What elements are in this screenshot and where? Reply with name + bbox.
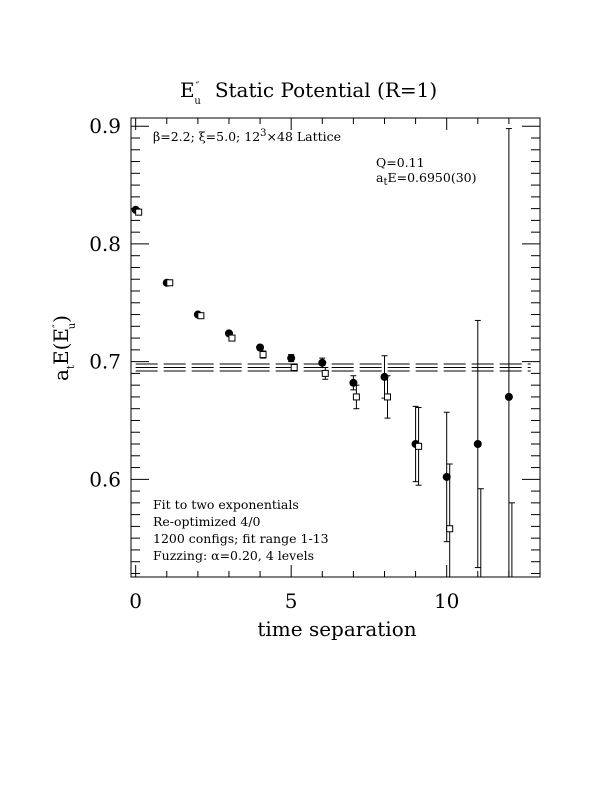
y-tick-label: 0.6 bbox=[89, 467, 121, 491]
open-square-marker bbox=[166, 279, 174, 287]
x-tick-label: 10 bbox=[434, 589, 459, 613]
fit-q-note: Q=0.11 bbox=[376, 155, 425, 170]
x-tick-label: 5 bbox=[285, 589, 298, 613]
method-note-2: Re-optimized 4/0 bbox=[153, 514, 261, 529]
fit-band bbox=[135, 363, 531, 372]
open-point bbox=[321, 367, 329, 380]
open-point bbox=[477, 488, 484, 577]
open-square-marker bbox=[228, 334, 236, 342]
filled-point bbox=[442, 411, 451, 543]
filled-circle-marker bbox=[504, 392, 513, 401]
y-tick-label: 0.7 bbox=[89, 350, 121, 374]
filled-circle-marker bbox=[380, 372, 389, 381]
open-point bbox=[383, 375, 391, 419]
lattice-note: β=2.2; ξ=5.0; 123×48 Lattice bbox=[153, 128, 341, 144]
filled-circle-marker bbox=[256, 343, 265, 352]
y-tick-label: 0.8 bbox=[89, 232, 121, 256]
y-tick-label: 0.9 bbox=[89, 114, 121, 138]
title-e: E bbox=[180, 78, 195, 102]
title-sub-u: u bbox=[194, 96, 201, 107]
open-square-marker bbox=[415, 442, 423, 450]
filled-circle-marker bbox=[287, 354, 296, 363]
axis-ticks: 0 5 10 0.6 0.7 0.8 0.9 bbox=[89, 114, 541, 613]
open-point bbox=[446, 463, 454, 577]
filled-point bbox=[318, 357, 327, 369]
title-rest: Static Potential (R=1) bbox=[215, 78, 437, 102]
open-square-marker bbox=[321, 369, 329, 377]
y-axis-label: atE(E″ u) bbox=[49, 315, 78, 381]
filled-circle-marker bbox=[473, 440, 482, 449]
fuzzing-note: Fuzzing: α=0.20, 4 levels bbox=[153, 548, 314, 563]
filled-point bbox=[287, 354, 296, 363]
open-point bbox=[135, 208, 143, 216]
open-point bbox=[508, 502, 515, 577]
filled-point bbox=[256, 343, 265, 352]
method-note-3: 1200 configs; fit range 1-13 bbox=[153, 531, 329, 546]
chart-title: E″ u Static Potential (R=1) bbox=[180, 78, 437, 107]
open-point bbox=[228, 334, 236, 342]
method-note-1: Fit to two exponentials bbox=[153, 497, 299, 512]
filled-circle-marker bbox=[442, 472, 451, 481]
open-square-marker bbox=[259, 351, 267, 359]
fit-energy-note: atE=0.6950(30) bbox=[376, 170, 476, 188]
open-point bbox=[352, 384, 360, 410]
open-point bbox=[197, 312, 205, 320]
open-square-marker bbox=[197, 312, 205, 320]
open-point bbox=[259, 350, 267, 359]
plot-frame bbox=[130, 117, 541, 578]
filled-circle-marker bbox=[318, 358, 327, 367]
open-square-marker bbox=[135, 208, 143, 216]
open-point bbox=[166, 279, 174, 287]
plot-border bbox=[130, 117, 541, 578]
open-point bbox=[290, 363, 298, 372]
open-square-marker bbox=[446, 525, 454, 533]
open-point bbox=[415, 407, 423, 486]
filled-point bbox=[504, 128, 513, 577]
x-axis-label: time separation bbox=[257, 617, 416, 641]
open-square-marker bbox=[383, 393, 391, 401]
x-tick-label: 0 bbox=[129, 589, 142, 613]
title-prime: ″ bbox=[196, 81, 200, 92]
data-points bbox=[131, 128, 515, 577]
filled-point bbox=[473, 319, 482, 569]
open-square-marker bbox=[352, 393, 360, 401]
open-square-marker bbox=[290, 364, 298, 372]
